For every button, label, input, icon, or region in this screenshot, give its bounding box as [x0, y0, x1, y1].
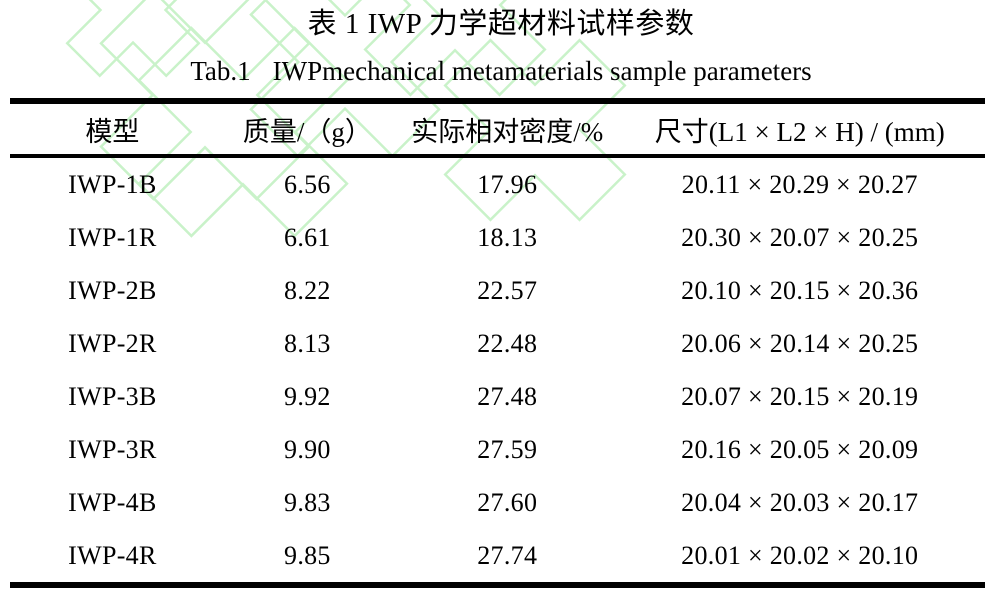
cell-mass: 9.85 — [284, 540, 331, 570]
table-row: IWP-2R 8.13 22.48 20.06 × 20.14 × 20.25 — [10, 317, 985, 370]
cell-model: IWP-3R — [68, 434, 157, 464]
cell-relative-density: 27.59 — [477, 434, 538, 464]
column-header-relative-density: 实际相对密度/% — [400, 101, 615, 158]
cell-dimensions: 20.30 × 20.07 × 20.25 — [681, 222, 919, 252]
table-caption-english-number: Tab.1 — [190, 56, 251, 86]
cell-relative-density: 27.48 — [477, 381, 538, 411]
cell-model: IWP-2R — [68, 328, 157, 358]
table-caption-english: Tab.1 IWPmechanical metamaterials sample … — [0, 55, 1002, 87]
cell-dimensions: 20.11 × 20.29 × 20.27 — [681, 169, 918, 199]
cell-mass: 9.92 — [284, 381, 331, 411]
table-body: IWP-1B 6.56 17.96 20.11 × 20.29 × 20.27 IWP-… — [10, 156, 985, 585]
cell-mass: 9.90 — [284, 434, 331, 464]
cell-dimensions: 20.07 × 20.15 × 20.19 — [681, 381, 919, 411]
table-row: IWP-1R 6.61 18.13 20.30 × 20.07 × 20.25 — [10, 211, 985, 264]
cell-model: IWP-4B — [68, 487, 157, 517]
cell-relative-density: 22.57 — [477, 275, 538, 305]
cell-dimensions: 20.06 × 20.14 × 20.25 — [681, 328, 919, 358]
column-header-mass: 质量/（g） — [214, 101, 400, 158]
cell-relative-density: 22.48 — [477, 328, 538, 358]
cell-model: IWP-2B — [68, 275, 157, 305]
cell-dimensions: 20.04 × 20.03 × 20.17 — [681, 487, 919, 517]
table-row: IWP-3B 9.92 27.48 20.07 × 20.15 × 20.19 — [10, 370, 985, 423]
cell-model: IWP-3B — [68, 381, 157, 411]
cell-model: IWP-1B — [68, 169, 157, 199]
cell-relative-density: 27.74 — [477, 540, 538, 570]
cell-model: IWP-1R — [68, 222, 157, 252]
column-header-dimensions: 尺寸(L1 × L2 × H) / (mm) — [614, 101, 985, 158]
table-row: IWP-2B 8.22 22.57 20.10 × 20.15 × 20.36 — [10, 264, 985, 317]
cell-mass: 6.56 — [284, 169, 331, 199]
cell-relative-density: 27.60 — [477, 487, 538, 517]
cell-mass: 9.83 — [284, 487, 331, 517]
cell-model: IWP-4R — [68, 540, 157, 570]
cell-dimensions: 20.01 × 20.02 × 20.10 — [681, 540, 919, 570]
table-header-row: 模型 质量/（g） 实际相对密度/% 尺寸(L1 × L2 × H) / (mm… — [10, 101, 985, 158]
table-row: IWP-1B 6.56 17.96 20.11 × 20.29 × 20.27 — [10, 156, 985, 211]
table-row: IWP-4B 9.83 27.60 20.04 × 20.03 × 20.17 — [10, 476, 985, 529]
column-header-model: 模型 — [10, 101, 215, 158]
table-row: IWP-4R 9.85 27.74 20.01 × 20.02 × 20.10 — [10, 529, 985, 585]
cell-dimensions: 20.10 × 20.15 × 20.36 — [681, 275, 919, 305]
cell-relative-density: 17.96 — [477, 169, 538, 199]
table-caption-english-text: IWPmechanical metamaterials sample param… — [272, 56, 812, 86]
cell-mass: 8.22 — [284, 275, 331, 305]
sample-parameters-table: 模型 质量/（g） 实际相对密度/% 尺寸(L1 × L2 × H) / (mm… — [10, 98, 985, 588]
cell-dimensions: 20.16 × 20.05 × 20.09 — [681, 434, 919, 464]
table-caption-chinese: 表 1 IWP 力学超材料试样参数 — [307, 8, 695, 40]
cell-mass: 6.61 — [284, 222, 331, 252]
table-row: IWP-3R 9.90 27.59 20.16 × 20.05 × 20.09 — [10, 423, 985, 476]
cell-relative-density: 18.13 — [477, 222, 538, 252]
cell-mass: 8.13 — [284, 328, 331, 358]
